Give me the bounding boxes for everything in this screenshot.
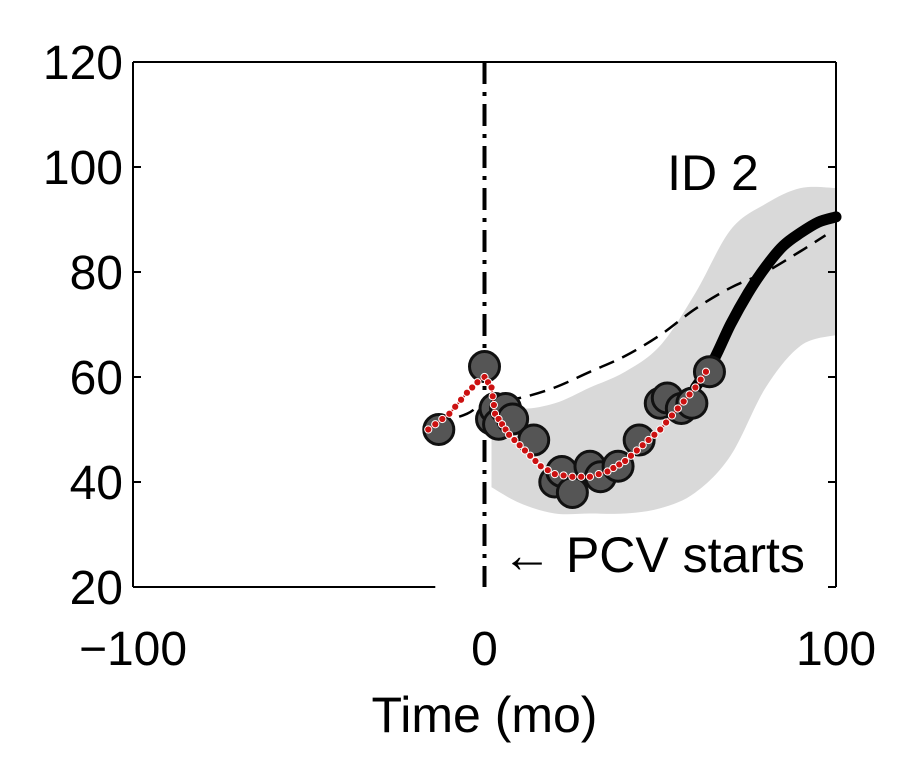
interpolated-trace-marker — [568, 472, 577, 481]
interpolated-trace-marker — [438, 414, 447, 424]
interpolated-trace-marker — [626, 451, 636, 460]
interpolated-trace-marker — [615, 460, 624, 469]
observation-point — [622, 423, 656, 457]
interpolated-trace-marker — [696, 375, 705, 384]
panel-label: ID 2 — [667, 145, 759, 201]
interpolated-trace-marker — [577, 472, 586, 481]
interpolated-trace-marker — [679, 397, 688, 406]
text-group: ID 2 Time (mo) ← PCV starts — [372, 145, 805, 743]
confidence-band-group — [491, 186, 836, 515]
observation-point — [555, 476, 589, 509]
interpolated-trace-marker — [468, 383, 477, 392]
interpolated-trace-marker — [559, 471, 568, 480]
interpolated-trace-marker — [445, 409, 454, 418]
interpolated-trace-marker — [488, 392, 497, 401]
interpolated-trace-marker — [621, 456, 630, 466]
interpolated-trace-marker — [487, 383, 496, 392]
interpolated-trace-marker — [701, 367, 711, 376]
interpolated-trace-marker — [531, 456, 540, 466]
axes-group: 20 40 60 80 100 120 −100 0 100 — [43, 37, 876, 676]
y-tick-label: 100 — [43, 142, 123, 195]
interpolated-trace-marker — [543, 466, 552, 475]
individual-fit-group — [689, 211, 842, 393]
y-tick-label: 20 — [70, 562, 123, 615]
interpolated-trace-marker — [526, 451, 535, 460]
interpolated-trace-group — [424, 367, 711, 481]
interpolated-trace-marker — [489, 400, 498, 410]
interpolated-trace-marker — [536, 462, 545, 471]
interpolated-trace-marker — [594, 470, 603, 479]
interpolated-trace-marker — [662, 418, 671, 427]
interpolated-trace-marker — [431, 420, 440, 429]
individual-fit-line — [689, 211, 842, 393]
x-tick-label: 0 — [471, 623, 498, 676]
observation-point — [422, 413, 456, 446]
interpolated-trace-marker — [462, 388, 472, 397]
interpolated-trace-marker — [673, 404, 682, 413]
interpolated-trace-marker — [505, 430, 514, 439]
pcv-starts-annotation: ← PCV starts — [502, 527, 805, 583]
interpolated-trace-marker — [451, 402, 460, 411]
interpolated-trace-marker — [656, 425, 665, 434]
interpolated-trace-marker — [510, 435, 519, 445]
x-tick-label: 100 — [796, 623, 876, 676]
interpolated-trace-marker — [650, 430, 659, 439]
interpolated-trace-marker — [667, 411, 677, 420]
interpolated-trace-marker — [520, 446, 530, 455]
interpolated-trace-marker — [603, 467, 612, 476]
interpolated-trace-marker — [424, 425, 433, 434]
interpolated-trace-marker — [609, 463, 618, 473]
interpolated-trace-marker — [685, 390, 694, 399]
interpolated-trace-marker — [638, 441, 647, 450]
x-axis-label: Time (mo) — [372, 687, 598, 743]
interpolated-trace-marker — [632, 446, 641, 455]
x-tick-label: −100 — [79, 623, 187, 676]
interpolated-trace-marker — [585, 472, 595, 481]
interpolated-trace-marker — [515, 441, 524, 450]
y-tick-label: 120 — [43, 37, 123, 90]
y-tick-label: 40 — [70, 457, 123, 510]
interpolated-trace-marker — [550, 470, 559, 479]
interpolated-trace-marker — [456, 395, 466, 404]
y-tick-label: 80 — [70, 247, 123, 300]
confidence-band-area — [491, 186, 836, 515]
y-tick-label: 60 — [70, 352, 123, 405]
interpolated-trace-marker — [691, 383, 700, 392]
interpolated-trace-marker — [644, 435, 653, 445]
interpolated-trace-marker — [473, 378, 482, 387]
